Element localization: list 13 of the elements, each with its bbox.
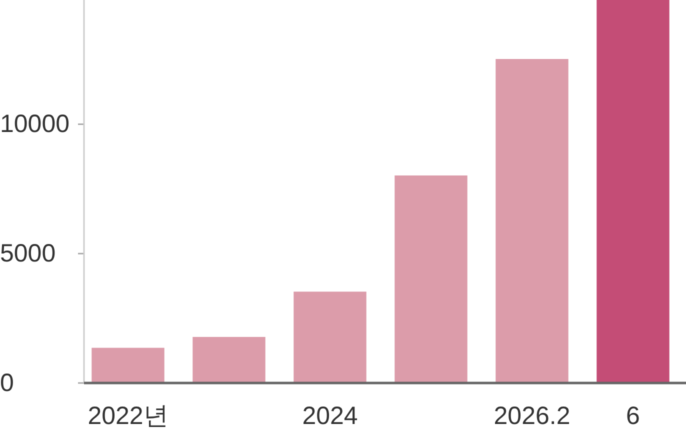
- x-tick-label: 6: [626, 402, 640, 430]
- y-tick-label: 5000: [0, 240, 56, 268]
- bar: [596, 0, 670, 383]
- bar: [92, 348, 164, 383]
- bar: [496, 59, 568, 383]
- bar: [294, 292, 366, 383]
- y-tick-label: 0: [0, 369, 14, 397]
- x-tick-label: 2022년: [88, 402, 168, 430]
- bar: [192, 336, 266, 383]
- y-tick-label: 10000: [0, 110, 70, 138]
- x-tick-label: 2026.2: [494, 402, 570, 430]
- bar: [394, 175, 468, 383]
- x-tick-label: 2024: [302, 402, 358, 430]
